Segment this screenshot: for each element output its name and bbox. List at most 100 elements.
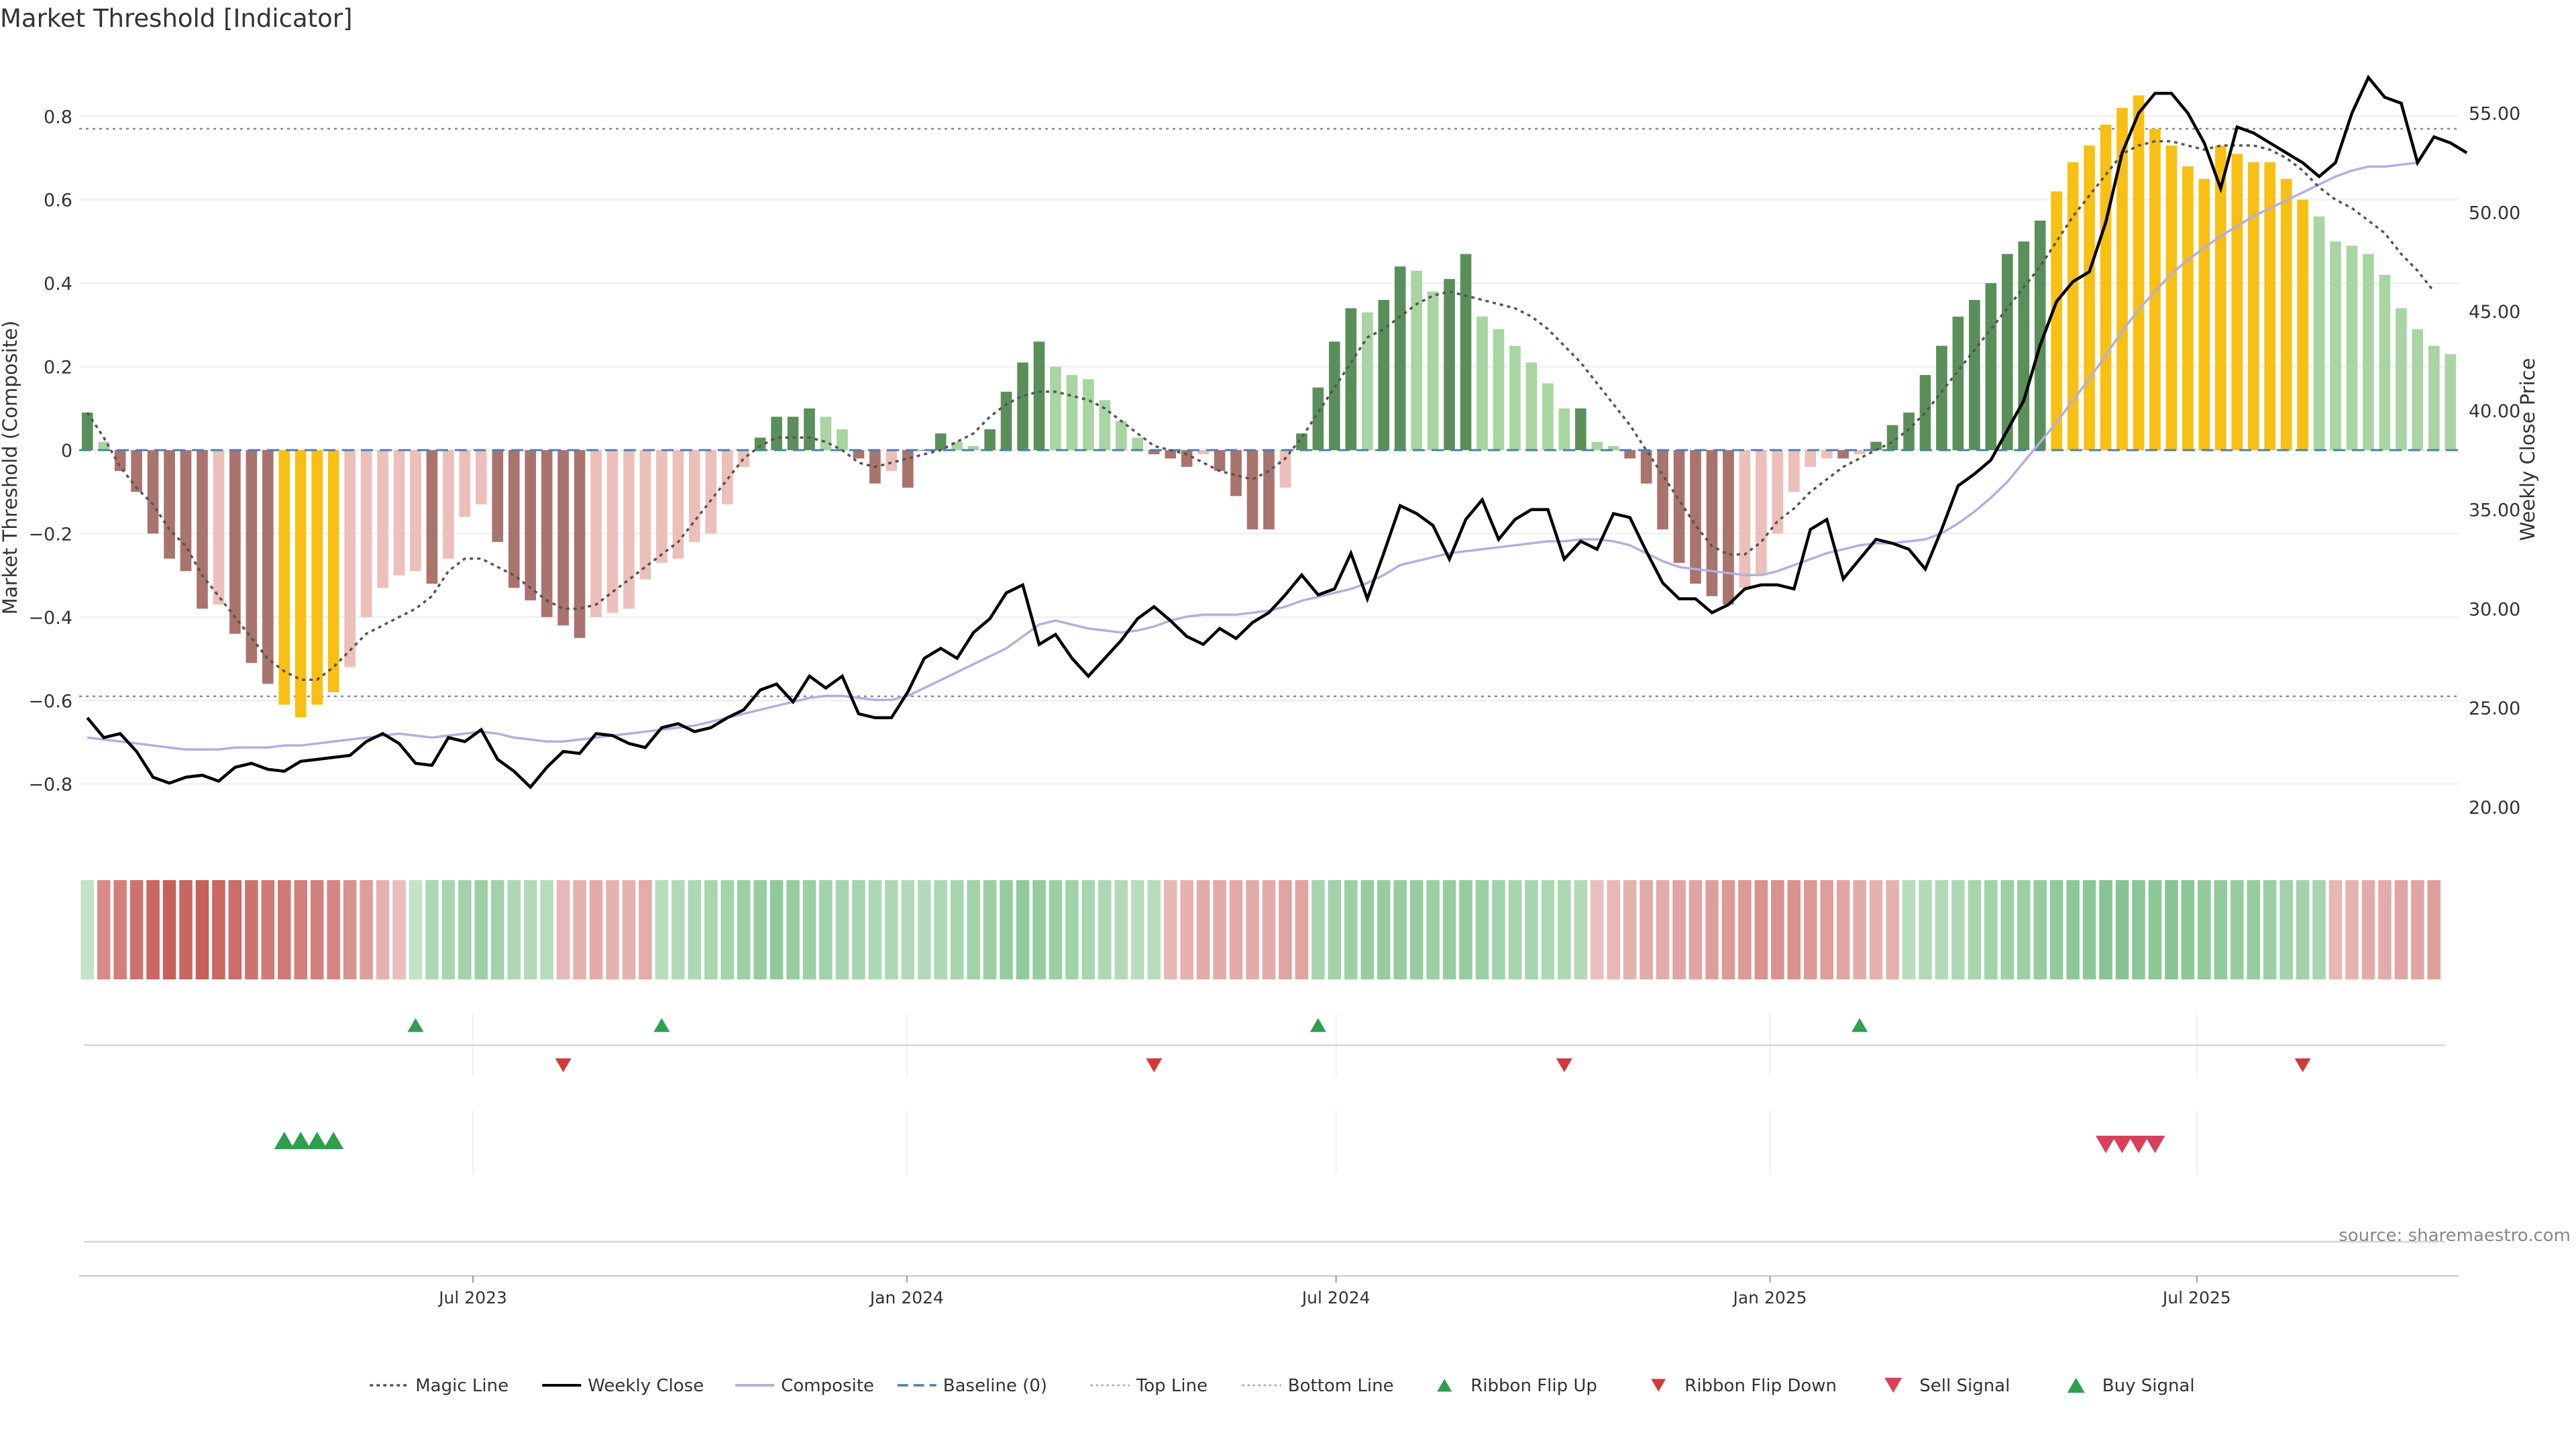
composite-bar — [246, 450, 258, 663]
composite-bar — [1525, 362, 1538, 450]
composite-bar — [1132, 437, 1144, 450]
ribbon-cell — [1968, 880, 1982, 979]
composite-bar — [837, 429, 848, 450]
ribbon-cell — [2165, 880, 2178, 979]
buy-signal-marker — [307, 1132, 327, 1149]
composite-bar — [2346, 246, 2358, 450]
composite-bar — [771, 417, 782, 450]
composite-bar — [164, 450, 175, 559]
ribbon-cell — [2198, 880, 2211, 979]
y2-axis-label: Weekly Close Price — [2516, 358, 2539, 541]
composite-bar — [885, 450, 898, 472]
composite-bar — [1985, 283, 1997, 450]
ribbon-cell — [1640, 880, 1653, 979]
composite-bar — [344, 450, 356, 667]
ribbon-cell — [589, 880, 603, 979]
y2-axis-ticks: 20.00 25.00 30.00 35.00 40.00 45.00 50.00 55.00 — [2469, 104, 2520, 818]
composite-bar — [1969, 300, 1980, 450]
ribbon-cell — [1541, 880, 1555, 979]
ribbon-cell — [2427, 880, 2441, 979]
composite-bar — [410, 450, 421, 572]
ribbon-cell — [2000, 880, 2015, 979]
composite-bar — [689, 450, 700, 542]
source-note: source: sharemaestro.com — [2339, 1226, 2571, 1246]
ribbon-cell — [2328, 880, 2343, 979]
ribbon-cell — [212, 880, 225, 979]
ribbon-cell — [540, 880, 553, 979]
ribbon-cell — [622, 880, 636, 979]
x-axis-ticks: Jul 2023 Jan 2024 Jul 2024 Jan 2025 Jul 2025 — [79, 1275, 2459, 1307]
ribbon-cell — [556, 880, 570, 979]
ribbon-cell — [97, 880, 111, 979]
y2-tick-label: 25.00 — [2469, 698, 2520, 719]
composite-bar — [2445, 354, 2457, 450]
y2-tick-label: 55.00 — [2469, 104, 2520, 125]
ribbon-cell — [2181, 880, 2195, 979]
composite-bar — [1772, 450, 1784, 534]
x-tick-label: Jan 2025 — [1731, 1288, 1807, 1307]
composite-bar — [1805, 450, 1817, 467]
composite-bar — [1378, 300, 1390, 450]
ribbon-cell — [639, 880, 652, 979]
ribbon-cell — [1032, 880, 1046, 979]
ribbon-cell — [245, 880, 258, 979]
ribbon-cell — [195, 880, 209, 979]
ribbon-cell — [2378, 880, 2392, 979]
y-axis-label: Market Threshold (Composite) — [0, 321, 21, 614]
x-tick-label: Jul 2023 — [437, 1288, 507, 1307]
composite-bar — [1477, 316, 1488, 450]
ribbon-cell — [2132, 880, 2145, 979]
ribbon-cell — [2115, 880, 2129, 979]
magic-line — [86, 140, 2435, 681]
ribbon-cell — [2099, 880, 2112, 979]
composite-bar — [738, 450, 750, 467]
sell-signal-marker — [2128, 1136, 2149, 1153]
ribbon-cell — [2296, 880, 2310, 979]
ribbon-cell — [1951, 880, 1965, 979]
ribbon-cell — [1098, 880, 1112, 979]
composite-bar — [1116, 421, 1127, 450]
composite-bar — [508, 450, 520, 588]
ribbon-cell — [523, 880, 537, 979]
y-tick-label: −0.8 — [28, 775, 72, 796]
legend-label: Baseline (0) — [943, 1376, 1047, 1396]
weekly-close-line — [86, 74, 2468, 790]
composite-bar — [1361, 312, 1373, 450]
composite-bar — [902, 450, 914, 488]
composite-bar — [2182, 166, 2194, 450]
composite-bar — [197, 450, 208, 609]
ribbon-cell — [1787, 880, 1801, 979]
legend-label: Ribbon Flip Up — [1470, 1376, 1597, 1396]
ribbon-cell — [1869, 880, 1883, 979]
ribbon-cell — [1065, 880, 1079, 979]
ribbon-flip-up-marker — [407, 1018, 424, 1032]
y-tick-label: 0.2 — [44, 358, 72, 378]
composite-bar — [1345, 308, 1357, 450]
ribbon-cell — [934, 880, 948, 979]
composite-bar — [804, 408, 815, 450]
ribbon-cell — [1492, 880, 1505, 979]
ribbon-cell — [983, 880, 997, 979]
ribbon-cell — [441, 880, 455, 979]
composite-bar — [1296, 433, 1307, 450]
composite-bar — [1066, 375, 1078, 450]
composite-bar — [476, 450, 487, 504]
ribbon-cell — [228, 880, 242, 979]
composite-bar — [2018, 241, 2030, 450]
ribbon-cell — [1688, 880, 1703, 979]
composite-bar — [294, 450, 307, 718]
composite-bar — [2264, 162, 2276, 450]
composite-bar — [1723, 450, 1734, 605]
ribbon-cell — [2247, 880, 2261, 979]
ribbon-cell — [1672, 880, 1686, 979]
ribbon-cell — [1836, 880, 1850, 979]
composite-bar — [1197, 450, 1209, 455]
composite-bar — [1542, 383, 1554, 450]
composite-bar — [1214, 450, 1226, 472]
ribbon-cell — [1738, 880, 1752, 979]
ribbon-cell — [2312, 880, 2326, 979]
composite-bar — [1673, 450, 1685, 563]
composite-bar — [672, 450, 684, 559]
ribbon-cell — [1163, 880, 1177, 979]
ribbon-cell — [1213, 880, 1226, 979]
